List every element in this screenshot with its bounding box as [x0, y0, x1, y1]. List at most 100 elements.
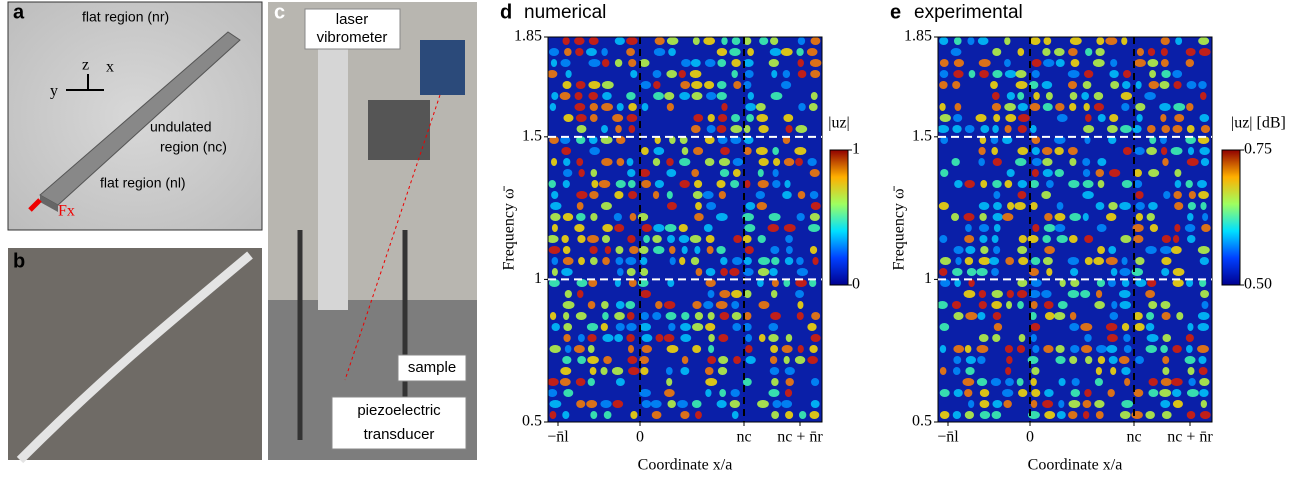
- heatmap-cell: [627, 169, 636, 177]
- heatmap-cell: [627, 356, 638, 364]
- heatmap-cell: [1096, 279, 1106, 287]
- heatmap-cell: [641, 400, 652, 408]
- heatmap-cell: [666, 378, 673, 386]
- heatmap-cell: [585, 48, 597, 56]
- heatmap-cell: [781, 400, 793, 408]
- heatmap-cell: [1094, 400, 1105, 408]
- annotation: vibrometer: [317, 29, 388, 46]
- heatmap-cell: [1069, 92, 1078, 100]
- heatmap-cell: [1017, 48, 1025, 56]
- heatmap-cell: [938, 202, 949, 210]
- heatmap-cell: [939, 59, 949, 67]
- heatmap-cell: [797, 301, 804, 309]
- heatmap-cell: [992, 334, 1001, 342]
- heatmap-cell: [1004, 37, 1011, 45]
- heatmap-cell: [640, 367, 649, 375]
- heatmap-cell: [1056, 114, 1068, 122]
- heatmap-cell: [588, 81, 601, 89]
- heatmap-cell: [587, 235, 599, 243]
- heatmap-cell: [1069, 37, 1082, 45]
- heatmap-cell: [1111, 301, 1118, 309]
- x-axis-label: Coordinate x/a: [1028, 457, 1123, 474]
- heatmap-cell: [1069, 323, 1080, 331]
- heatmap-cell: [780, 48, 793, 56]
- heatmap-cell: [811, 312, 821, 320]
- heatmap-cell: [784, 389, 793, 397]
- heatmap-cell: [680, 81, 691, 89]
- heatmap-cell: [1160, 147, 1168, 155]
- heatmap-cell: [1197, 345, 1209, 353]
- heatmap-cell: [693, 147, 704, 155]
- heatmap-cell: [1108, 136, 1117, 144]
- heatmap-cell: [680, 323, 691, 331]
- heatmap-cell: [991, 147, 998, 155]
- annotation: flat region (nr): [82, 9, 169, 25]
- heatmap-cell: [1121, 367, 1131, 375]
- heatmap-cell: [562, 411, 570, 419]
- heatmap-cell: [798, 103, 806, 111]
- heatmap-cell: [717, 59, 727, 67]
- heatmap-cell: [810, 334, 821, 342]
- heatmap-cell: [758, 125, 769, 133]
- heatmap-cell: [664, 92, 675, 100]
- heatmap-cell: [1042, 235, 1051, 243]
- heatmap-cell: [615, 125, 622, 133]
- heatmap-cell: [1030, 323, 1041, 331]
- heatmap-cell: [1199, 114, 1210, 122]
- heatmap-cell: [1085, 114, 1092, 122]
- heatmap-cell: [768, 323, 779, 331]
- heatmap-cell: [1030, 400, 1038, 408]
- heatmap-cell: [630, 70, 638, 78]
- axis-y: y: [50, 83, 58, 100]
- heatmap-cell: [626, 114, 638, 122]
- heatmap-cell: [768, 59, 779, 67]
- heatmap-cell: [626, 323, 637, 331]
- heatmap-cell: [768, 334, 779, 342]
- heatmap-cell: [771, 378, 779, 386]
- heatmap-cell: [691, 92, 703, 100]
- heatmap-cell: [665, 367, 673, 375]
- heatmap-cell: [1148, 81, 1160, 89]
- heatmap-cell: [1059, 279, 1066, 287]
- heatmap-cell: [1068, 48, 1078, 56]
- heatmap-cell: [797, 37, 806, 45]
- heatmap-cell: [939, 411, 950, 419]
- heatmap-cell: [1161, 125, 1171, 133]
- heatmap-cell: [1199, 378, 1210, 386]
- heatmap-cell: [1133, 389, 1144, 397]
- heatmap-cell: [1171, 378, 1183, 386]
- heatmap-cell: [653, 48, 666, 56]
- heatmap-cell: [1174, 114, 1185, 122]
- heatmap-cell: [782, 70, 791, 78]
- heatmap-cell: [604, 246, 612, 254]
- heatmap-cell: [1121, 323, 1130, 331]
- heatmap-cell: [954, 180, 963, 188]
- heatmap-cell: [625, 257, 637, 265]
- heatmap-cell: [1082, 213, 1089, 221]
- panel-label: c: [274, 1, 285, 23]
- heatmap-cell: [689, 235, 702, 243]
- heatmap-cell: [717, 114, 728, 122]
- heatmap-cell: [1005, 114, 1017, 122]
- heatmap-cell: [731, 301, 740, 309]
- panel-b: b: [8, 248, 262, 464]
- heatmap-cell: [692, 191, 703, 199]
- stand: [318, 10, 348, 310]
- heatmap-cell: [615, 246, 624, 254]
- heatmap-cell: [1029, 312, 1037, 320]
- heatmap-cell: [716, 400, 727, 408]
- heatmap-cell: [967, 37, 975, 45]
- heatmap-cell: [575, 81, 586, 89]
- heatmap-cell: [1054, 312, 1066, 320]
- heatmap-cell: [1186, 345, 1193, 353]
- heatmap-cell: [549, 400, 562, 408]
- heatmap-cell: [747, 92, 754, 100]
- heatmap-cell: [962, 378, 975, 386]
- heatmap-cell: [564, 48, 572, 56]
- force-label: Fx: [58, 203, 75, 220]
- heatmap-cell: [772, 169, 779, 177]
- heatmap-cell: [783, 158, 795, 166]
- heatmap-cell: [1135, 213, 1144, 221]
- heatmap-cell: [743, 81, 752, 89]
- heatmap-cell: [795, 158, 803, 166]
